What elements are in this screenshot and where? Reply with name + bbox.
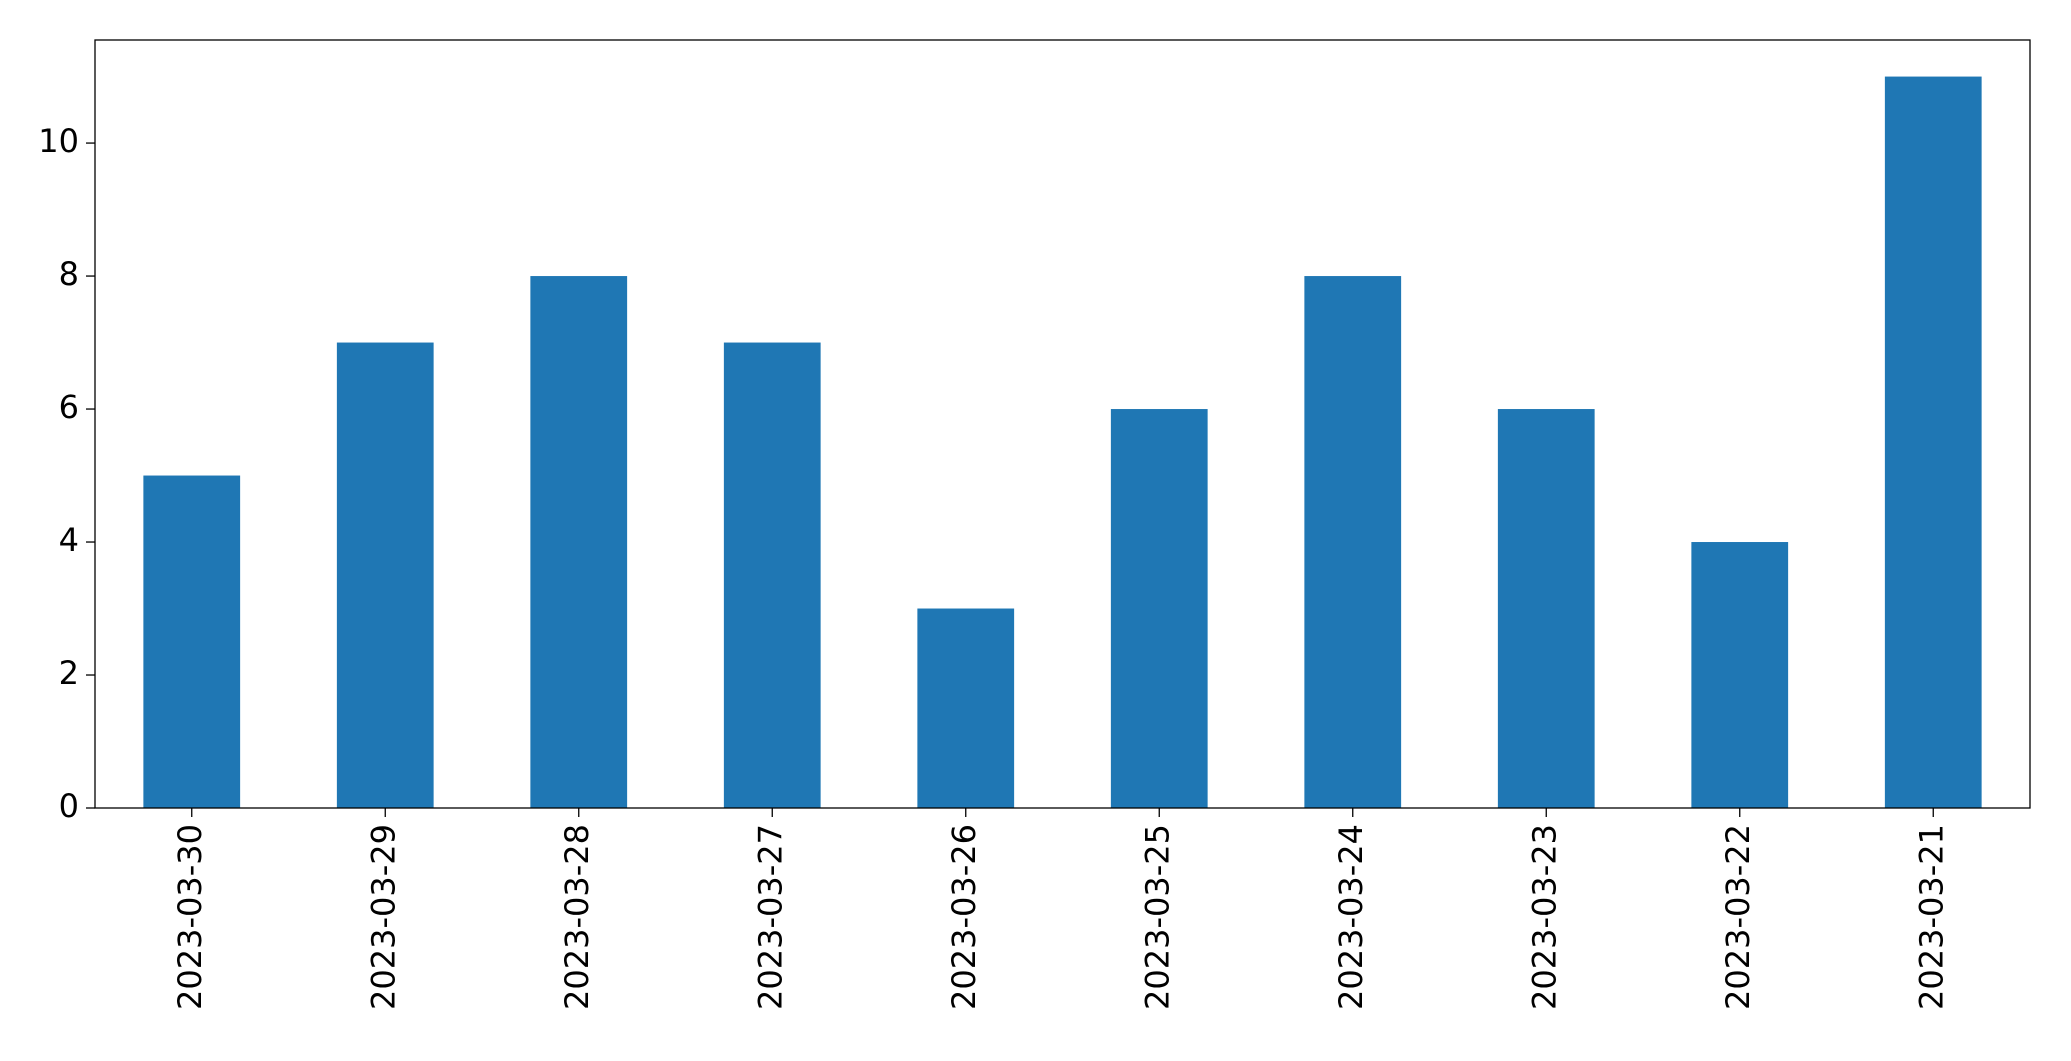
plot-frame [94, 39, 2031, 809]
bar [1110, 409, 1208, 808]
x-tick-label: 2023-03-30 [171, 824, 209, 1010]
x-tick-label: 2023-03-26 [945, 824, 983, 1010]
y-tick-label: 10 [38, 122, 79, 160]
bar [530, 276, 628, 808]
bar [1304, 276, 1402, 808]
bar [336, 342, 434, 808]
bar [143, 475, 241, 808]
x-tick-label: 2023-03-23 [1525, 824, 1563, 1010]
x-tick-label: 2023-03-27 [751, 824, 789, 1010]
bar [1884, 76, 1982, 809]
x-tick-label: 2023-03-25 [1138, 824, 1176, 1010]
x-tick-label: 2023-03-21 [1912, 824, 1950, 1010]
y-tick-label: 8 [59, 255, 79, 293]
bar [1497, 409, 1595, 808]
bar [917, 608, 1015, 808]
y-tick-label: 4 [59, 521, 79, 559]
y-tick-label: 2 [59, 654, 79, 692]
x-tick-label: 2023-03-29 [364, 824, 402, 1010]
bar [1691, 542, 1789, 808]
y-tick-label: 6 [59, 388, 79, 426]
x-tick-label: 2023-03-24 [1332, 824, 1370, 1010]
bar [723, 342, 821, 808]
y-tick-label: 0 [59, 787, 79, 825]
x-tick-label: 2023-03-22 [1719, 824, 1757, 1010]
x-tick-label: 2023-03-28 [558, 824, 596, 1010]
